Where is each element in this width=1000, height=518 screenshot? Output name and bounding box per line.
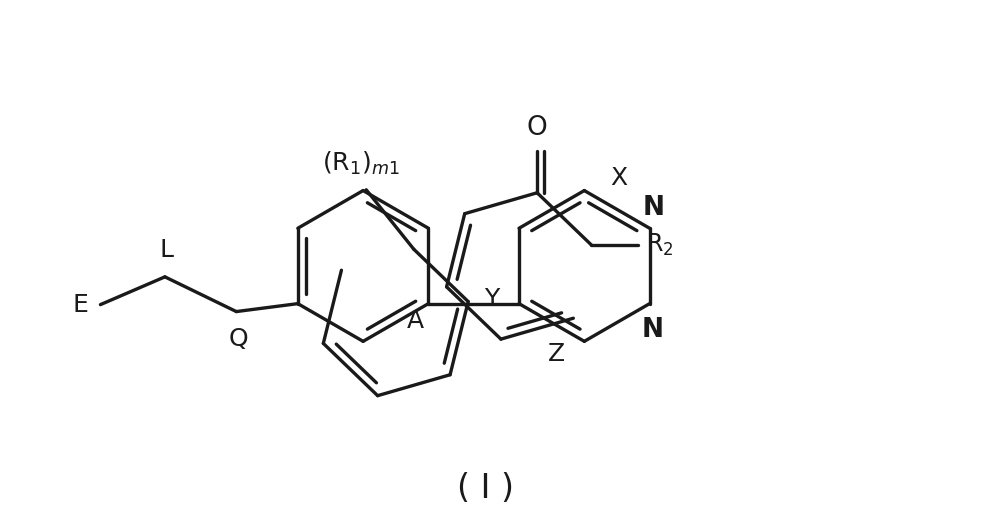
Text: E: E [73,293,89,316]
Text: L: L [160,238,174,262]
Text: A: A [407,309,424,333]
Text: ( I ): ( I ) [457,472,514,505]
Text: Q: Q [228,327,248,351]
Text: R$_2$: R$_2$ [646,232,674,258]
Text: Z: Z [548,342,565,366]
Text: O: O [527,115,548,141]
Text: N: N [642,316,664,342]
Text: X: X [610,166,628,190]
Text: Y: Y [484,286,499,311]
Text: (R$_1$)$_{m1}$: (R$_1$)$_{m1}$ [322,150,400,177]
Text: N: N [643,195,665,221]
